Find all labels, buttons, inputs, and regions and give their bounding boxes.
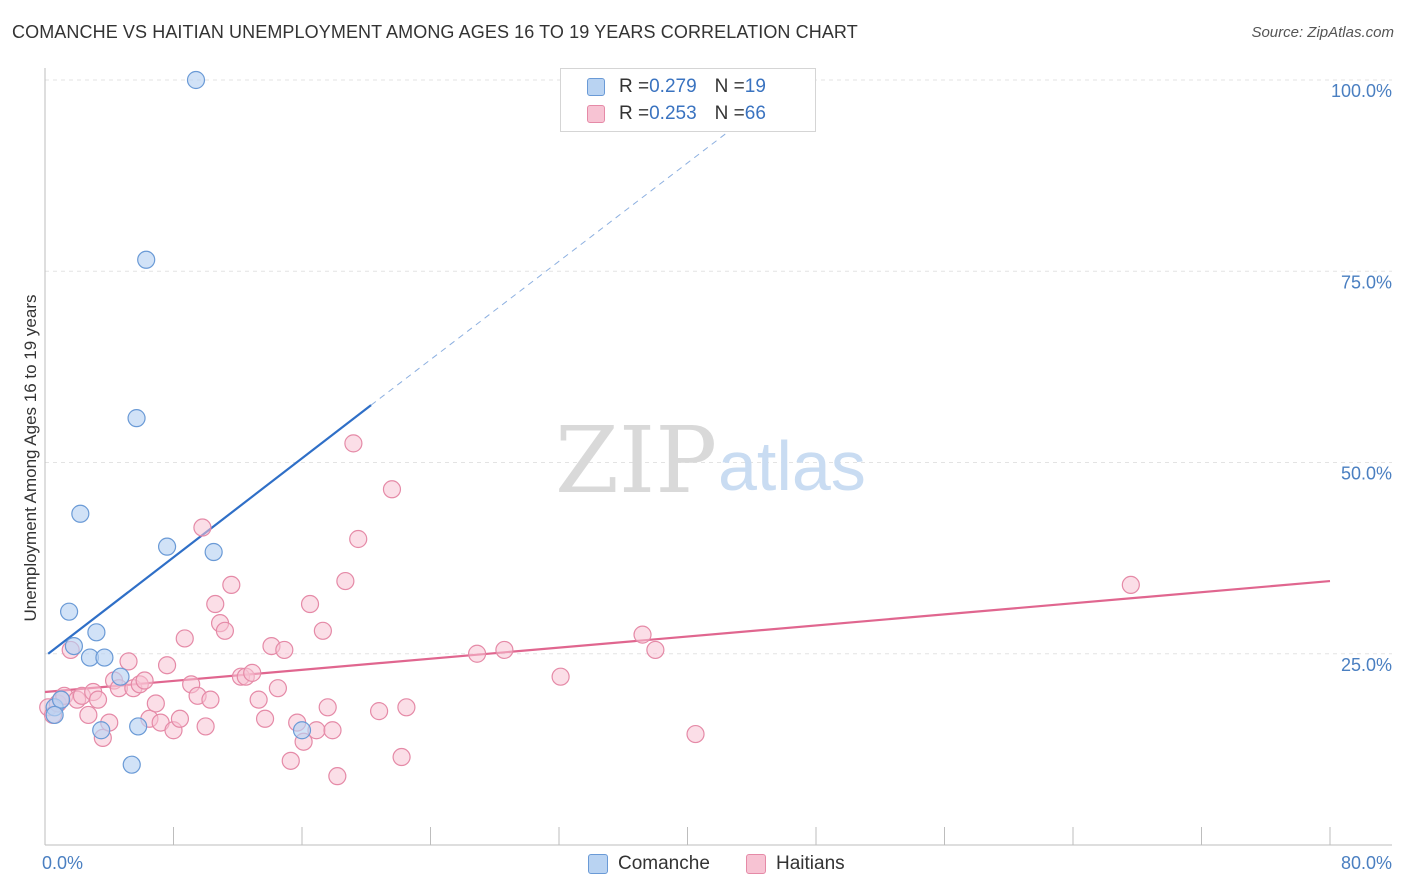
comanche-point <box>111 667 130 686</box>
legend-row-haitians: R = 0.253 N = 66 <box>587 102 766 126</box>
bottom-legend-comanche: Comanche <box>588 852 710 876</box>
correlation-legend: R = 0.279 N = 19 R = 0.253 N = 66 <box>560 68 816 132</box>
y-tick-label: 100.0% <box>1331 81 1392 101</box>
haitians-point <box>88 690 108 709</box>
haitians-point <box>646 640 665 660</box>
haitians-point <box>467 644 487 663</box>
haitians-point <box>313 621 332 640</box>
legend-n-value: 19 <box>744 76 766 97</box>
haitians-point <box>551 667 570 686</box>
comanche-point <box>71 504 90 523</box>
legend-row-comanche: R = 0.279 N = 19 <box>587 75 766 99</box>
haitians-point <box>275 640 294 660</box>
haitians-point <box>328 767 347 786</box>
comanche-point <box>122 755 141 774</box>
y-tick-label: 50.0% <box>1341 464 1392 484</box>
watermark-zip: ZIP <box>555 407 717 514</box>
haitians-point <box>79 705 98 725</box>
haitians-swatch <box>587 105 605 123</box>
comanche-point <box>51 690 71 709</box>
haitians-point <box>392 747 411 767</box>
haitians-point <box>268 679 288 698</box>
haitians-point <box>157 656 177 675</box>
haitians-point <box>243 663 262 682</box>
haitians-point <box>344 434 363 453</box>
haitians-point <box>206 594 225 614</box>
haitians-point <box>382 480 402 499</box>
comanche-point <box>127 409 146 428</box>
x-tick-label: 80.0% <box>1341 853 1392 873</box>
haitians-point <box>196 717 215 736</box>
haitians-point <box>215 621 234 640</box>
comanche-point <box>204 542 223 562</box>
haitians-point <box>495 640 514 660</box>
comanche-point <box>45 705 64 725</box>
legend-r-label: R = <box>619 103 650 124</box>
haitians-legend-label: Haitians <box>776 853 845 874</box>
haitians-point <box>255 709 275 728</box>
haitians-point <box>370 702 389 721</box>
y-axis-label: Unemployment Among Ages 16 to 19 years <box>21 295 40 622</box>
x-tick-labels: 0.0% 80.0% <box>42 853 1392 873</box>
haitians-point <box>686 724 705 744</box>
haitians-legend-swatch <box>746 854 766 874</box>
zipatlas-watermark: ZIP atlas <box>555 407 866 514</box>
haitians-point <box>336 571 355 591</box>
haitians-point <box>323 721 342 740</box>
haitians-point <box>201 690 220 709</box>
chart-title: COMANCHE VS HAITIAN UNEMPLOYMENT AMONG A… <box>12 22 858 42</box>
legend-n-label: N = <box>714 103 745 124</box>
comanche-legend-label: Comanche <box>618 853 710 874</box>
haitians-point <box>300 594 320 614</box>
comanche-swatch <box>587 78 605 96</box>
trend-lines <box>44 94 1331 694</box>
haitians-point <box>222 575 241 595</box>
legend-n-label: N = <box>714 76 745 97</box>
comanche-point <box>59 602 79 621</box>
haitians-point <box>349 529 368 549</box>
haitians-point <box>175 629 194 648</box>
haitians-point <box>1121 575 1140 595</box>
haitians-point <box>146 694 165 713</box>
comanche-point <box>64 636 84 656</box>
source-credit: Source: ZipAtlas.com <box>1251 24 1394 41</box>
haitians-point <box>397 698 416 717</box>
legend-r-value: 0.279 <box>649 76 697 97</box>
haitians-point <box>318 698 337 717</box>
haitians-point <box>135 671 154 690</box>
y-tick-labels: 25.0% 50.0% 75.0% 100.0% <box>1331 81 1392 675</box>
comanche-legend-swatch <box>588 854 608 874</box>
comanche-point <box>129 717 148 736</box>
y-tick-label: 25.0% <box>1341 655 1392 675</box>
legend-r-value: 0.253 <box>649 103 697 124</box>
legend-r-label: R = <box>619 76 650 97</box>
comanche-trend-extension <box>370 94 777 406</box>
haitians-point <box>249 690 268 709</box>
watermark-atlas: atlas <box>718 427 866 505</box>
haitians-point <box>281 751 300 770</box>
grid-lines <box>45 79 1392 655</box>
haitians-point <box>170 709 190 728</box>
data-points <box>39 70 1140 786</box>
haitians-point <box>119 652 138 671</box>
comanche-point <box>292 721 312 740</box>
comanche-point <box>157 537 177 556</box>
comanche-point <box>186 70 206 90</box>
legend-n-value: 66 <box>744 103 766 124</box>
comanche-point <box>95 648 114 667</box>
haitians-point <box>633 625 652 644</box>
comanche-point <box>92 721 111 740</box>
bottom-legend-haitians: Haitians <box>746 852 845 876</box>
comanche-point <box>87 623 106 642</box>
x-tick-label: 0.0% <box>42 853 83 873</box>
comanche-point <box>137 250 156 269</box>
y-tick-label: 75.0% <box>1341 272 1392 292</box>
haitians-point <box>193 518 212 537</box>
